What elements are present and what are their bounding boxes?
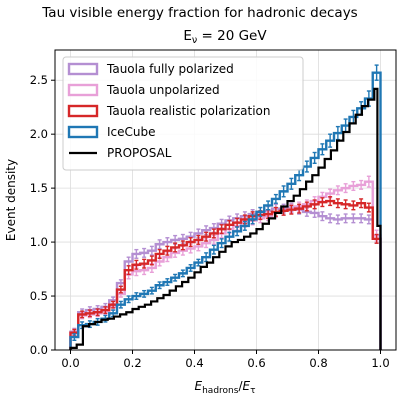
x-tick-label: 0.0 — [61, 356, 79, 370]
series-step-line — [69, 87, 382, 350]
legend-label: Tauola realistic polarization — [106, 104, 270, 118]
x-tick-label: 0.6 — [247, 356, 265, 370]
legend-label: PROPOSAL — [107, 146, 172, 160]
legend-swatch — [67, 104, 99, 118]
legend-swatch — [67, 62, 99, 76]
legend-item: Tauola realistic polarization — [67, 104, 270, 118]
legend-label: Tauola unpolarized — [106, 83, 220, 97]
chart-title: Tau visible energy fraction for hadronic… — [41, 5, 357, 21]
x-tick-label: 0.8 — [309, 356, 327, 370]
y-tick-label: 0.0 — [30, 343, 48, 357]
axis-ticks: 0.0 0.2 0.4 0.6 0.8 1.0 0.0 0.5 1.0 1.5 2.0 2.5 — [30, 73, 390, 370]
legend-swatch — [67, 83, 99, 97]
legend-item: IceCube — [67, 125, 156, 139]
x-axis-label: Ehadrons/Eτ — [195, 379, 256, 396]
y-axis-label: Event density — [4, 159, 18, 241]
y-tick-label: 1.5 — [30, 181, 48, 195]
series-layer — [69, 64, 382, 350]
legend-label: Tauola fully polarized — [106, 62, 234, 76]
chart-subtitle: Eν = 20 GeV — [183, 28, 267, 46]
legend-item: PROPOSAL — [69, 146, 172, 160]
y-tick-label: 1.0 — [30, 235, 48, 249]
legend-label: IceCube — [107, 125, 156, 139]
y-tick-label: 2.0 — [30, 127, 48, 141]
x-tick-label: 0.2 — [123, 356, 141, 370]
legend: Tauola fully polarized Tauola unpolarized… — [62, 56, 304, 171]
y-tick-label: 2.5 — [30, 73, 48, 87]
legend-swatch — [67, 125, 99, 139]
x-tick-label: 0.4 — [185, 356, 203, 370]
series-step-line — [69, 206, 382, 350]
series-tauola-realistic-polarization — [69, 196, 382, 350]
series-step-line — [69, 180, 382, 350]
series-proposal — [69, 87, 382, 350]
y-tick-label: 0.5 — [30, 289, 48, 303]
legend-item: Tauola unpolarized — [67, 83, 220, 97]
legend-item: Tauola fully polarized — [67, 62, 234, 76]
plot-frame — [54, 49, 397, 351]
legend-box — [62, 56, 304, 171]
x-tick-label: 1.0 — [371, 356, 389, 370]
